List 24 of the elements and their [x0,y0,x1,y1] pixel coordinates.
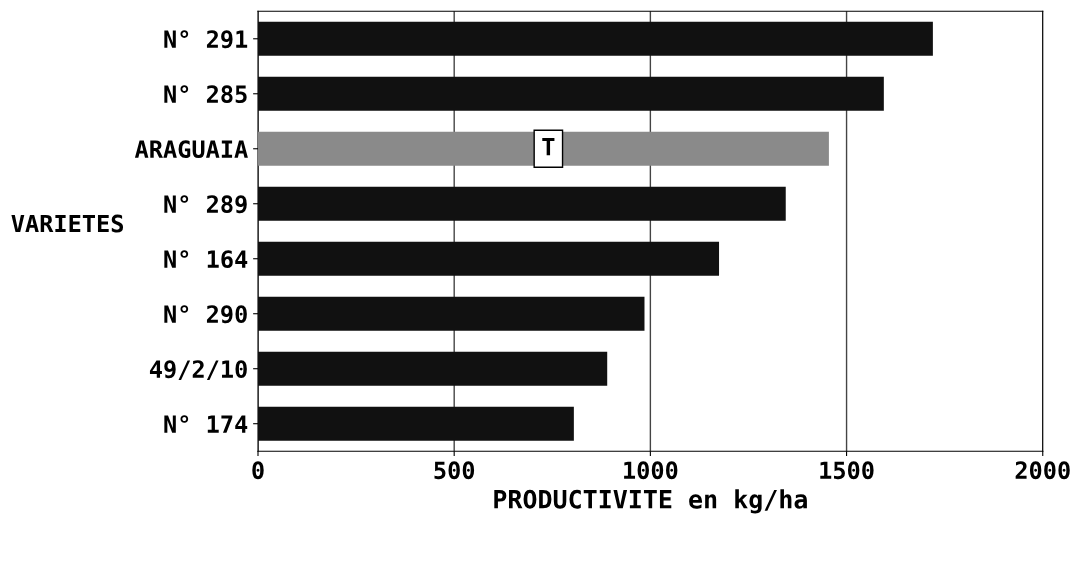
bar [258,21,933,56]
x-tick-label: 1500 [820,461,874,480]
x-tick-label: 1000 [624,461,678,480]
y-tick-label: N° 289 [164,195,247,214]
y-tick-label: N° 164 [164,250,248,269]
bar [258,406,574,441]
bar [258,131,829,166]
y-tick-label: N° 290 [164,305,247,324]
bar [258,186,786,221]
y-tick-label: N° 174 [164,415,248,433]
y-tick-label: N° 291 [164,30,248,49]
bar [258,241,720,276]
y-axis-title: VARIETES [11,214,124,233]
annotation: T [542,138,555,156]
y-tick-label: ARAGUAIA [134,140,248,159]
y-tick-label: N° 285 [164,85,247,104]
x-tick-label: 0 [252,461,264,480]
x-axis-title: PRODUCTIVITE en kg/ha [494,489,807,514]
bar [258,296,645,331]
x-tick-label: 2000 [1015,461,1070,480]
bar [258,351,608,386]
y-tick-label: 49/2/10 [149,360,247,380]
x-tick-label: 500 [434,461,475,480]
bar [258,76,884,111]
